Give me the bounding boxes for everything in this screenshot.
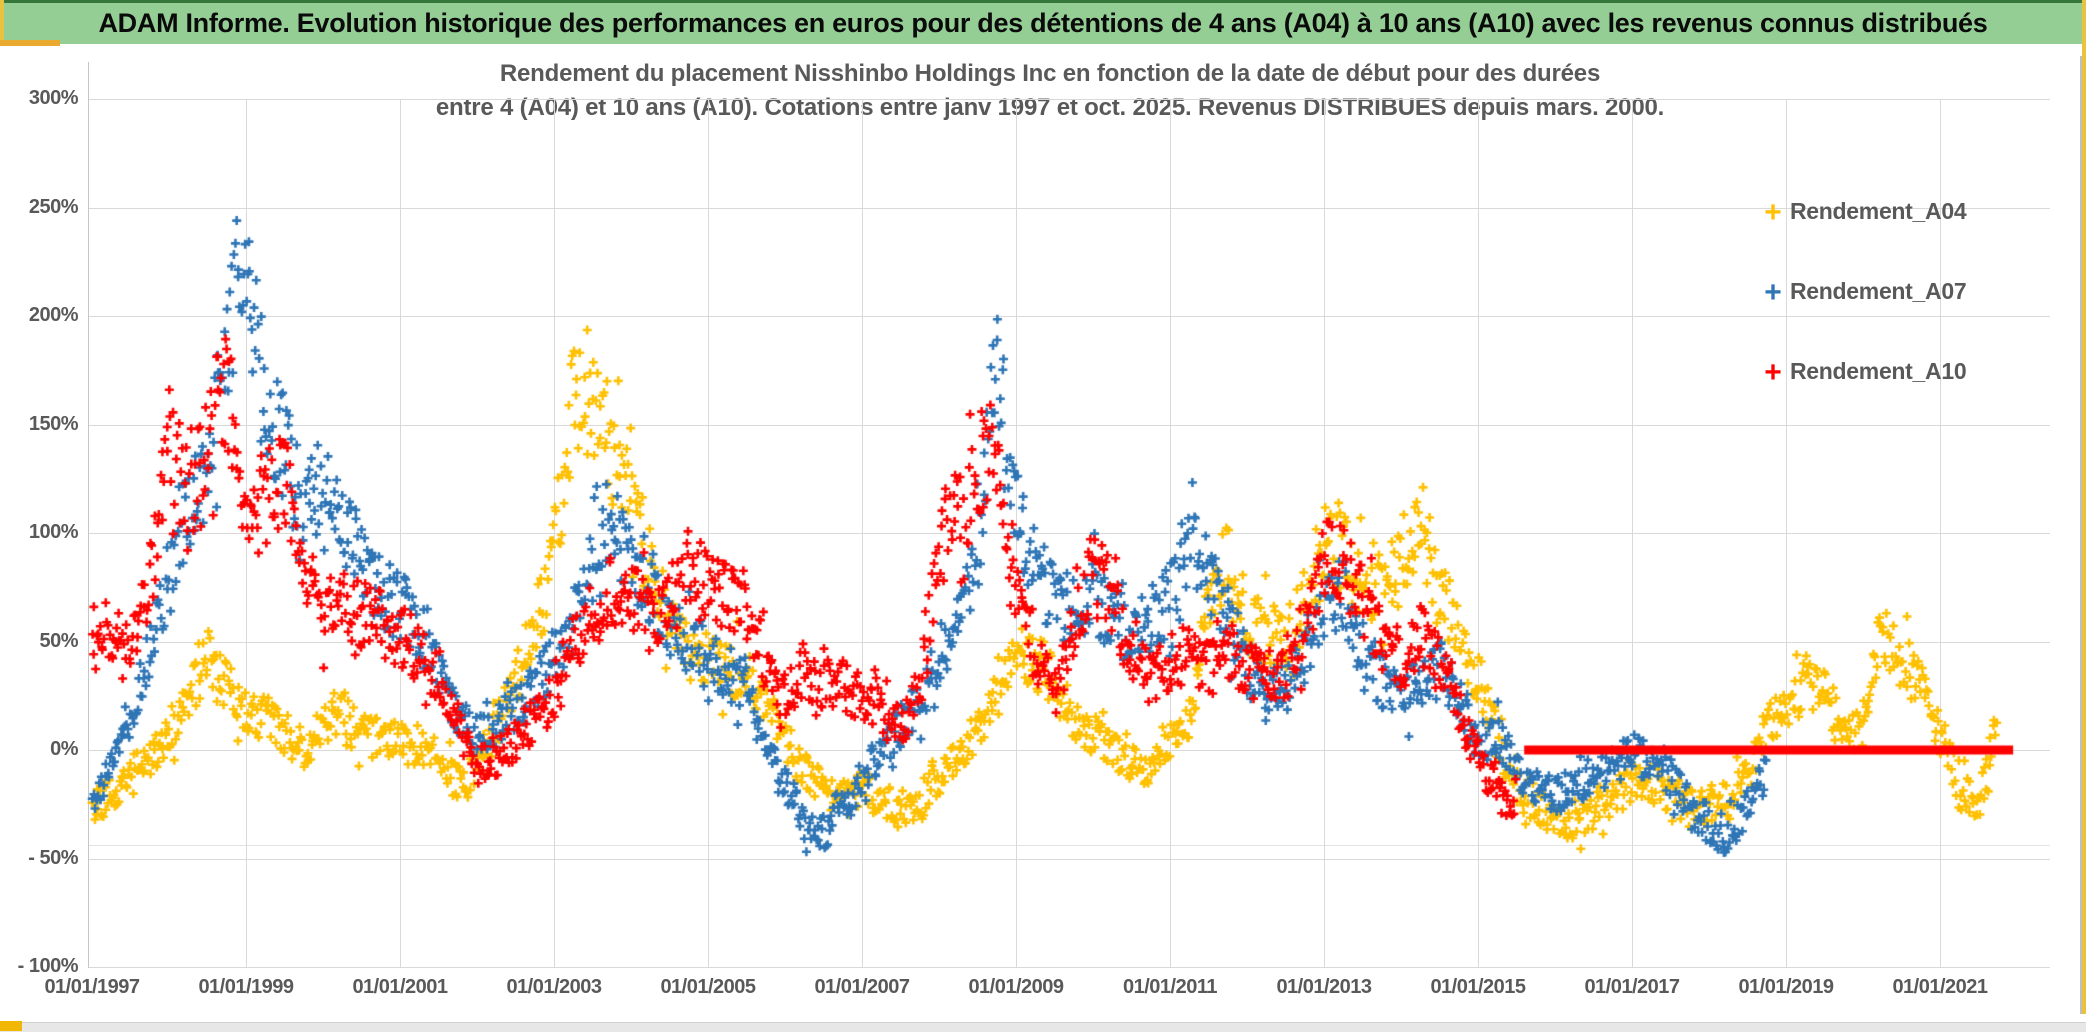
legend-label: Rendement_A10 [1790, 358, 1967, 384]
plus-marker-icon: + [1764, 196, 1782, 229]
plus-marker-icon: + [1764, 276, 1782, 309]
plus-marker-icon: + [1764, 356, 1782, 389]
legend-label: Rendement_A07 [1790, 278, 1967, 304]
horizontal-scrollbar[interactable] [0, 1022, 2086, 1032]
legend-label: Rendement_A04 [1790, 198, 1967, 224]
footer-gap [0, 1014, 2086, 1022]
legend-entry-a07[interactable]: + Rendement_A07 [1756, 276, 2016, 356]
legend-entry-a10[interactable]: + Rendement_A10 [1756, 356, 2016, 436]
chart-legend: + Rendement_A04 + Rendement_A07 + Rendem… [1756, 196, 2016, 436]
legend-entry-a04[interactable]: + Rendement_A04 [1756, 196, 2016, 276]
scrollbar-thumb[interactable] [0, 1021, 22, 1031]
